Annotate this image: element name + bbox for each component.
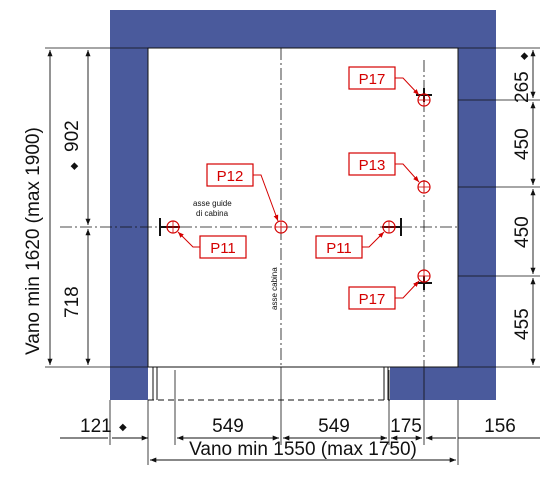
wall-right-top xyxy=(458,10,496,48)
shaft-interior xyxy=(147,47,459,368)
tag-p11-right-label: P11 xyxy=(326,240,352,257)
tag-p11-left: P11 xyxy=(177,231,247,259)
right-dim-455: 455 xyxy=(512,308,533,340)
right-dim-265: 265 xyxy=(512,71,533,103)
tag-p13-label: P13 xyxy=(359,157,386,174)
right-dim-450-a: 450 xyxy=(512,128,533,160)
asse-cabina-label: asse cabina xyxy=(270,267,279,310)
tag-p17-top-label: P17 xyxy=(359,71,386,88)
left-dimensions xyxy=(47,50,91,365)
shaft-walls xyxy=(110,10,496,400)
vano-depth-label: Vano min 1620 (max 1900) xyxy=(23,127,44,355)
vano-width-label: Vano min 1550 (max 1750) xyxy=(189,439,417,460)
tag-p17-bottom: P17 xyxy=(348,280,420,310)
tag-p17-top: P17 xyxy=(348,66,420,96)
left-dim-718: 718 xyxy=(62,286,83,318)
tag-p11-left-label: P11 xyxy=(210,240,236,257)
left-dim-902-marker: ◆ xyxy=(69,162,80,170)
bottom-dim-121: 121 xyxy=(80,416,112,437)
extension-lines xyxy=(45,47,540,465)
bottom-dim-121-marker: ◆ xyxy=(119,422,127,433)
door-opening xyxy=(148,367,390,401)
bottom-dimensions xyxy=(60,435,540,463)
tag-p12: P12 xyxy=(206,163,279,222)
wall-right xyxy=(458,10,496,400)
wall-bottom-left-stub xyxy=(110,367,148,400)
tag-p13: P13 xyxy=(348,152,420,183)
bottom-dim-549-b: 549 xyxy=(318,416,350,437)
left-dim-902: 902 xyxy=(62,120,83,152)
bottom-dim-156: 156 xyxy=(484,416,516,437)
right-dim-265-marker: ◆ xyxy=(519,52,530,60)
wall-top xyxy=(110,10,458,48)
asse-guide-label-1: asse guide xyxy=(193,199,232,208)
wall-left xyxy=(110,10,148,400)
tag-p11-right: P11 xyxy=(315,231,385,259)
bottom-dim-175: 175 xyxy=(390,416,422,437)
wall-bottom-right xyxy=(390,367,496,400)
bottom-dim-549-a: 549 xyxy=(212,416,244,437)
right-dim-450-b: 450 xyxy=(512,216,533,248)
tag-p12-label: P12 xyxy=(217,168,244,185)
asse-guide-label-2: di cabina xyxy=(196,209,229,218)
tag-p17-bottom-label: P17 xyxy=(359,291,386,308)
